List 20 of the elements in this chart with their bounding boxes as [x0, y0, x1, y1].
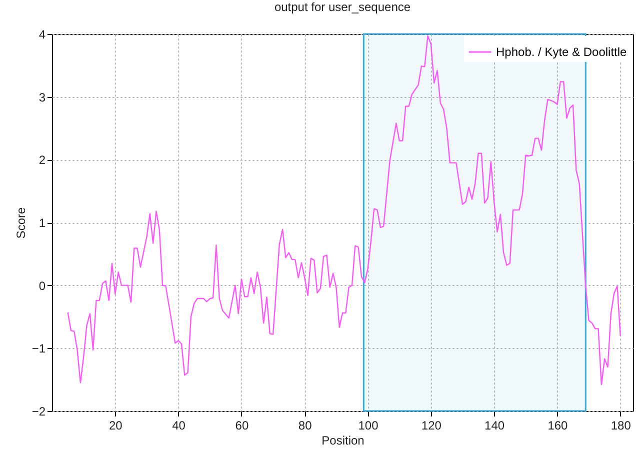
y-tick-label: 0 — [38, 278, 46, 293]
chart-title: output for user_sequence — [274, 0, 411, 14]
x-tick-label: 140 — [484, 418, 505, 432]
legend-label: Hphob. / Kyte & Doolittle — [496, 45, 628, 59]
y-tick-label: 1 — [38, 216, 46, 230]
x-tick-label: 20 — [108, 418, 123, 432]
y-axis-title: Score — [14, 207, 28, 239]
x-axis-title: Position — [322, 434, 364, 448]
x-tick-label: 60 — [235, 418, 249, 432]
y-tick-label: −1 — [32, 342, 46, 356]
x-tick-label: 120 — [421, 418, 442, 432]
x-tick-label: 180 — [610, 418, 632, 432]
y-tick-label: 2 — [38, 153, 46, 168]
x-tick-label: 100 — [358, 418, 379, 432]
x-tick-label: 160 — [548, 418, 568, 432]
y-tick-label: −2 — [32, 404, 46, 418]
y-tick-label: 3 — [38, 90, 46, 104]
x-tick-label: 40 — [172, 418, 186, 432]
y-tick-label: 4 — [38, 28, 46, 42]
x-tick-label: 80 — [298, 418, 312, 432]
